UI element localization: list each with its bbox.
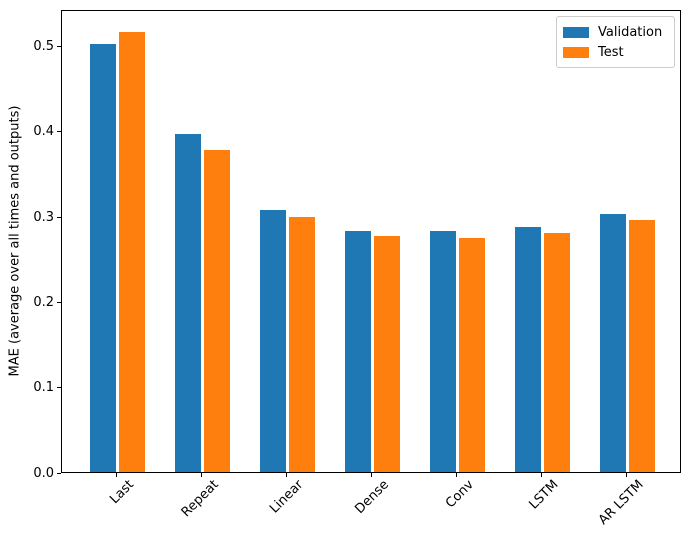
plot-area (61, 10, 681, 473)
legend-label-test: Test (598, 44, 624, 60)
y-tick-label: 0.0 (33, 465, 54, 481)
x-tick-label-lstm: LSTM (526, 477, 562, 513)
bar-validation-last (90, 43, 117, 472)
y-tick-label: 0.5 (33, 38, 54, 54)
bar-validation-dense (345, 230, 372, 472)
x-tick-mark (626, 473, 628, 477)
x-tick-label-last: Last (106, 477, 137, 508)
bar-validation-ar-lstm (600, 213, 627, 472)
y-tick-mark (57, 216, 61, 218)
bar-test-linear (289, 216, 316, 472)
bar-validation-linear (260, 210, 287, 472)
x-tick-label-conv: Conv (442, 477, 477, 512)
legend-label-validation: Validation (598, 24, 663, 40)
legend-item-validation: Validation (563, 22, 674, 42)
bar-test-last (119, 31, 146, 472)
x-tick-mark (116, 473, 118, 477)
bar-test-dense (374, 235, 401, 472)
x-tick-mark (286, 473, 288, 477)
legend-item-test: Test (563, 42, 674, 62)
y-tick-mark (57, 301, 61, 303)
y-tick-label: 0.2 (33, 294, 54, 310)
bar-test-ar-lstm (629, 220, 656, 472)
bar-test-repeat (204, 149, 231, 472)
bar-validation-conv (430, 231, 457, 472)
y-tick-mark (57, 387, 61, 389)
y-tick-mark (57, 45, 61, 47)
x-tick-mark (541, 473, 543, 477)
validation-swatch-icon (563, 26, 589, 38)
x-tick-mark (371, 473, 373, 477)
y-axis-label: MAE (average over all times and outputs) (7, 105, 23, 377)
x-tick-label-repeat: Repeat (178, 477, 222, 521)
y-tick-label: 0.4 (33, 124, 54, 140)
x-tick-label-linear: Linear (267, 477, 307, 517)
y-tick-label: 0.3 (33, 209, 54, 225)
bar-validation-lstm (515, 227, 542, 472)
bar-validation-repeat (175, 134, 202, 472)
bar-test-conv (459, 238, 486, 472)
x-tick-mark (201, 473, 203, 477)
x-tick-label-dense: Dense (351, 477, 392, 517)
y-tick-label: 0.1 (33, 380, 54, 396)
legend: Validation Test (556, 16, 675, 68)
y-tick-mark (57, 472, 61, 474)
y-tick-mark (57, 131, 61, 133)
test-swatch-icon (563, 46, 589, 58)
x-tick-label-ar-lstm: AR LSTM (595, 477, 647, 529)
x-tick-mark (456, 473, 458, 477)
bar-test-lstm (544, 233, 571, 472)
